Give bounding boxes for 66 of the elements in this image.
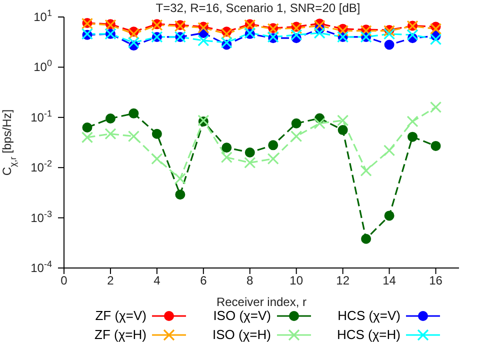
point <box>151 152 163 165</box>
point <box>314 27 326 39</box>
point <box>314 20 326 32</box>
point <box>128 108 139 118</box>
x-tick-label: 6 <box>200 274 208 288</box>
legend-label: HCS (χ=H) <box>336 327 400 342</box>
point <box>360 164 372 176</box>
point <box>128 36 140 48</box>
point <box>128 130 140 142</box>
point <box>82 122 92 132</box>
x-tick-label: 4 <box>154 274 161 288</box>
point <box>384 210 394 221</box>
point <box>174 172 186 185</box>
point <box>290 29 302 41</box>
y-tick-label: 10$^{-4}$ <box>30 259 52 275</box>
x-tick-label: 16 <box>429 274 443 288</box>
point <box>105 114 116 124</box>
legend-label: HCS (χ=V) <box>338 308 400 323</box>
point <box>244 147 255 158</box>
y-tick-label: 10$^{0}$ <box>34 58 52 74</box>
point <box>175 190 186 200</box>
x-tick-label: 14 <box>382 274 396 288</box>
point <box>430 23 442 35</box>
x-tick-label: 8 <box>246 274 254 288</box>
point <box>408 132 418 142</box>
point <box>384 40 394 50</box>
y-tick-label: 10$^{-3}$ <box>30 208 52 225</box>
legend-label: ISO (χ=H) <box>212 327 271 342</box>
point <box>128 28 140 40</box>
point <box>314 118 326 130</box>
point <box>198 34 210 46</box>
chart-title: T=32, R=16, Scenario 1, SNR=20 [dB] <box>156 1 360 15</box>
y-tick-label: 10$^{-1}$ <box>30 108 52 124</box>
x-tick-label: 12 <box>336 274 350 288</box>
point <box>220 152 232 164</box>
point <box>406 29 418 41</box>
y-tick-label: 10$^{1}$ <box>34 8 52 24</box>
point <box>268 140 278 150</box>
point <box>337 25 349 37</box>
point <box>430 140 441 151</box>
point <box>383 144 396 156</box>
point <box>338 125 348 136</box>
x-tick-label: 0 <box>60 274 68 288</box>
x-axis-title: Receiver index, r <box>216 295 307 309</box>
point <box>152 128 162 139</box>
point <box>220 36 232 48</box>
point <box>337 114 349 126</box>
legend-label: ZF (χ=H) <box>94 327 146 342</box>
point <box>291 118 302 128</box>
point <box>104 128 116 140</box>
y-tick-label: 10$^{-2}$ <box>30 158 52 175</box>
point <box>383 28 396 40</box>
point <box>81 132 94 144</box>
point <box>430 33 442 46</box>
legend-label: ZF (χ=V) <box>95 308 146 323</box>
point <box>406 116 418 128</box>
legend-label: ISO (χ=V) <box>213 308 271 323</box>
point <box>361 234 372 244</box>
point <box>220 28 232 40</box>
x-tick-label: 10 <box>290 274 304 288</box>
x-tick-label: 2 <box>107 274 114 288</box>
point <box>244 156 256 169</box>
point <box>267 152 279 165</box>
point <box>290 130 302 142</box>
point <box>222 142 232 153</box>
point <box>430 101 442 113</box>
